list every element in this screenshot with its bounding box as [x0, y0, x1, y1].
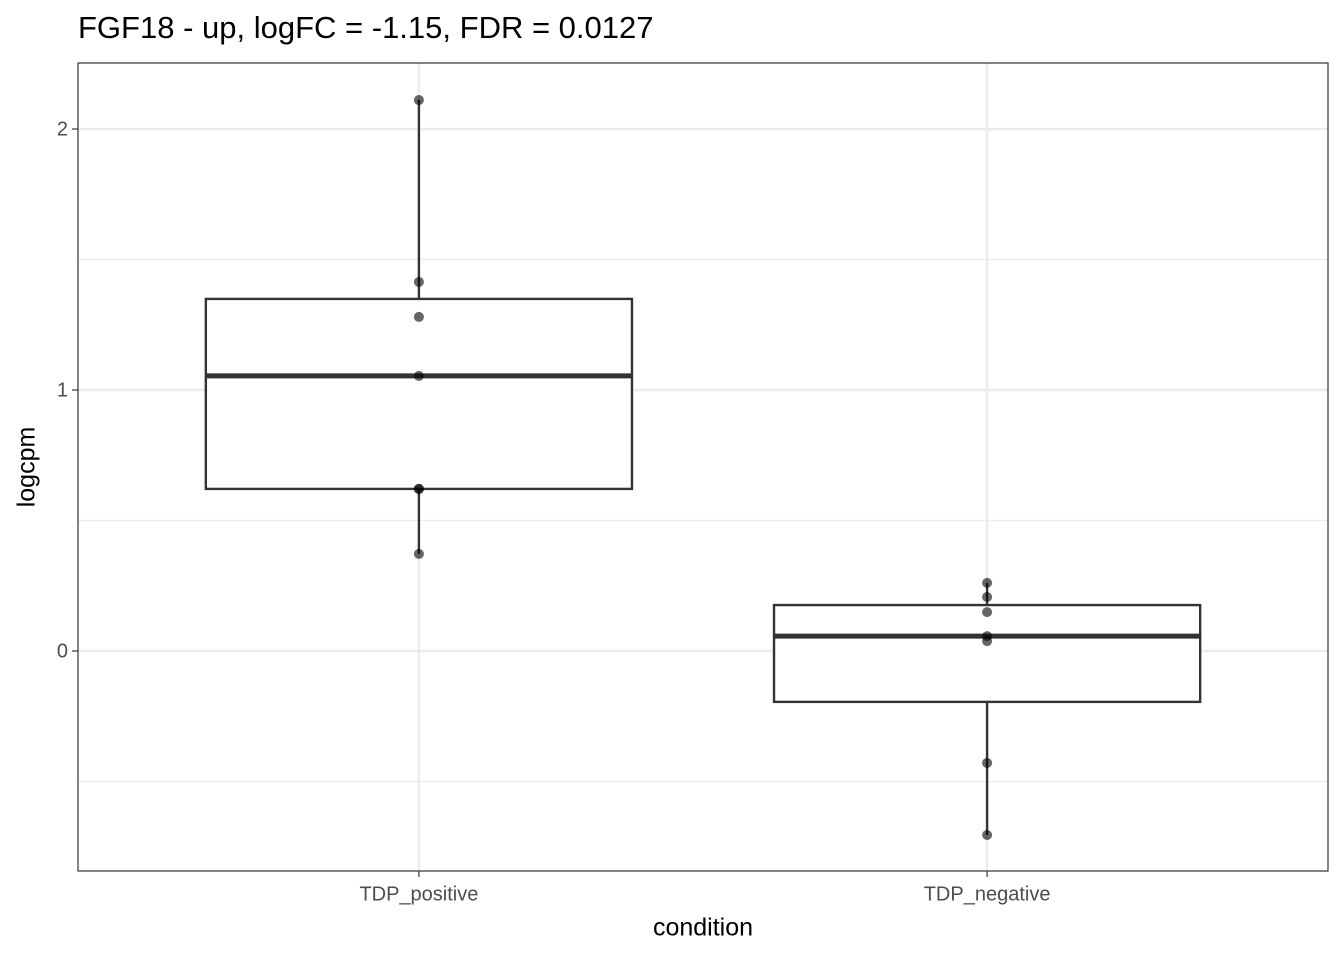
data-point: [413, 370, 424, 381]
data-point: [982, 636, 993, 647]
x-axis-label: condition: [653, 914, 753, 942]
data-point: [413, 548, 424, 559]
data-point: [982, 757, 993, 768]
x-tick-label: TDP_positive: [359, 883, 478, 905]
y-tick-label: 0: [57, 640, 68, 662]
panel-border: [77, 62, 1329, 872]
data-point: [413, 311, 424, 322]
chart-title: FGF18 - up, logFC = -1.15, FDR = 0.0127: [78, 10, 653, 45]
y-axis-label: logcpm: [13, 427, 41, 508]
x-tick-label: TDP_negative: [924, 883, 1051, 905]
box: [204, 297, 634, 491]
data-point: [982, 591, 993, 602]
y-tick-label: 1: [57, 379, 68, 401]
data-point: [413, 483, 424, 494]
data-point: [982, 577, 993, 588]
data-point: [413, 276, 424, 287]
box: [772, 603, 1202, 704]
y-tick-label: 2: [57, 118, 68, 140]
data-point: [982, 829, 993, 840]
data-point: [982, 607, 993, 618]
data-point: [413, 95, 424, 106]
